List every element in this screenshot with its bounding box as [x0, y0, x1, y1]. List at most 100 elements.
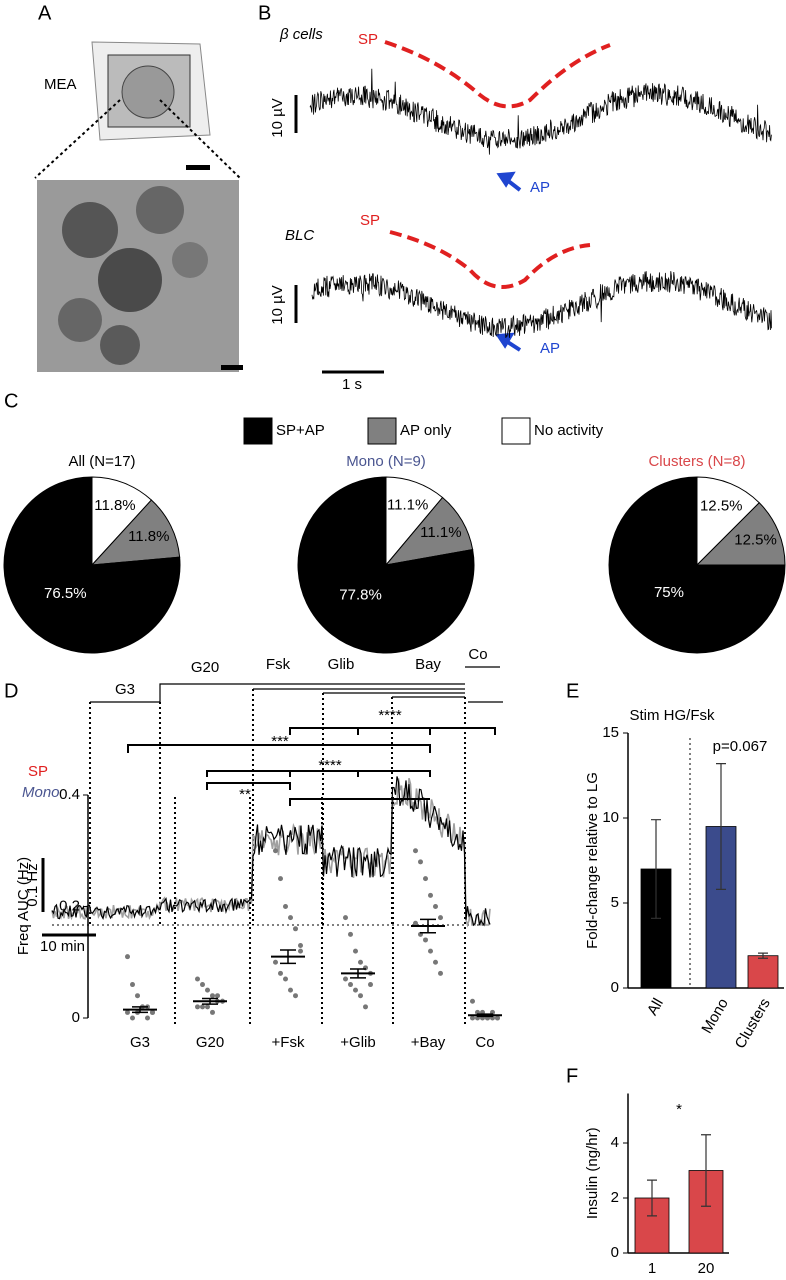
pie-value-label: 75% — [654, 584, 684, 601]
data-point — [438, 915, 443, 921]
y-tick-label: 0 — [72, 1009, 80, 1026]
scale-label: 0.1 Hz — [24, 863, 41, 906]
mea-image — [34, 41, 243, 372]
panel-label: C — [4, 390, 18, 412]
significance: *** — [271, 733, 289, 750]
ap-arrows — [495, 171, 522, 352]
legend-label: SP+AP — [276, 422, 325, 439]
y-axis-label: Fold-change relative to LG — [584, 772, 601, 949]
pie-value-label: 12.5% — [734, 532, 777, 549]
data-point — [298, 948, 303, 954]
panel-label: E — [566, 680, 579, 702]
data-point — [293, 993, 298, 999]
legend-swatch — [367, 417, 397, 445]
condition-label: Co — [468, 646, 487, 663]
data-point — [348, 931, 353, 937]
data-point — [200, 982, 205, 988]
y-tick-label: 0 — [611, 979, 619, 996]
data-point — [125, 1009, 130, 1015]
data-point — [428, 948, 433, 954]
sem-bar — [477, 1013, 493, 1018]
condition-label: G20 — [191, 659, 219, 676]
data-point — [470, 998, 475, 1004]
data-point — [125, 954, 130, 960]
condition-label: Glib — [328, 656, 355, 673]
scale-label: 10 min — [40, 938, 85, 955]
data-point — [200, 1004, 205, 1010]
y-tick-label: 0.4 — [59, 786, 80, 803]
data-point — [288, 915, 293, 921]
legend-swatch — [501, 417, 531, 445]
panel-label: A — [38, 2, 52, 24]
data-point — [205, 987, 210, 993]
data-point — [293, 926, 298, 932]
error-bar — [651, 819, 661, 919]
trace-label: BLC — [285, 227, 314, 244]
chart-title: Stim HG/Fsk — [630, 707, 715, 724]
legend: SP+AP AP only No activity — [243, 417, 604, 445]
panel-label: D — [4, 680, 18, 702]
condition-label: Fsk — [266, 656, 291, 673]
data-point — [343, 976, 348, 982]
error-bar — [701, 1134, 711, 1207]
data-point — [210, 1009, 215, 1015]
x-tick-label: Mono — [698, 995, 731, 1036]
pie-slice — [608, 476, 786, 654]
x-tick-label: +Fsk — [272, 1034, 305, 1051]
time-scale-label: 1 s — [342, 376, 362, 393]
data-point — [215, 993, 220, 999]
x-tick-label: Clusters — [732, 995, 774, 1051]
x-tick-label: +Glib — [340, 1034, 375, 1051]
data-point — [363, 1004, 368, 1010]
bar — [747, 955, 779, 989]
sem-bar — [280, 949, 296, 965]
condition-label: G3 — [115, 681, 135, 698]
data-point — [273, 848, 278, 854]
frequency-trace — [51, 776, 491, 927]
sp-label: SP — [360, 212, 380, 229]
scale-label: 10 µV — [269, 98, 286, 138]
pie-value-label: 11.8% — [94, 497, 135, 514]
sp-curve — [389, 230, 591, 289]
ap-label: AP — [530, 179, 550, 196]
x-tick-label: All — [644, 995, 667, 1018]
pie-slice — [91, 476, 153, 567]
data-point — [273, 959, 278, 965]
y-tick-label: 4 — [611, 1134, 619, 1151]
data-point — [428, 892, 433, 898]
data-point — [298, 943, 303, 949]
pie-value-label: 77.8% — [339, 586, 382, 603]
legend-swatch — [243, 417, 273, 445]
sp-label: SP — [28, 763, 48, 780]
x-tick-label: G3 — [130, 1034, 150, 1051]
sem-bar — [420, 918, 436, 934]
x-tick-label: 20 — [698, 1260, 715, 1277]
pie-value-label: 11.1% — [387, 496, 428, 513]
x-tick-label: +Bay — [411, 1034, 446, 1051]
data-point — [353, 948, 358, 954]
pie-slice — [297, 476, 475, 654]
panel-label: F — [566, 1065, 578, 1087]
pie-title: Mono (N=9) — [346, 453, 426, 470]
panel-label: B — [258, 2, 271, 24]
y-tick-label: 10 — [602, 809, 619, 826]
pie-slice — [695, 502, 786, 566]
data-point — [348, 982, 353, 988]
error-bar — [716, 763, 726, 890]
data-point — [278, 876, 283, 882]
mono-label: Mono — [22, 784, 60, 801]
sp-curve — [384, 40, 611, 109]
data-point — [423, 876, 428, 882]
sem-bar — [202, 997, 218, 1005]
y-tick-label: 0.2 — [59, 897, 80, 914]
legend-label: No activity — [534, 422, 604, 439]
data-point — [413, 848, 418, 854]
pie-slice — [90, 499, 181, 566]
frequency-trace — [51, 777, 491, 928]
data-point — [418, 859, 423, 865]
data-point — [283, 976, 288, 982]
data-point — [278, 970, 283, 976]
data-point — [288, 987, 293, 993]
data-point — [495, 1015, 500, 1021]
